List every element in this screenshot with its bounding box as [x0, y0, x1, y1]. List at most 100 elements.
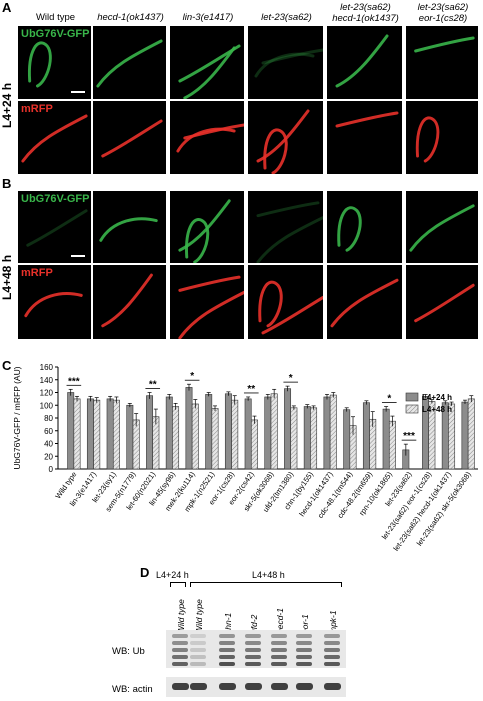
- row-a-side-label: L4+24 h: [0, 82, 14, 128]
- bar-48h: [388, 420, 396, 470]
- bar-24h: [67, 392, 75, 470]
- bar-24h: [343, 409, 351, 470]
- worm: [261, 48, 323, 65]
- micrograph-rfp-A-1: mRFP: [18, 101, 91, 174]
- ub-band: [296, 641, 312, 645]
- worm: [101, 273, 153, 328]
- micrograph-gfp-B-2: [93, 191, 166, 263]
- ub-band: [245, 648, 261, 652]
- legend-label-48h: L4+48 h: [422, 405, 452, 414]
- bar-24h: [264, 396, 272, 470]
- bar-24h: [165, 396, 173, 470]
- legend-label-24h: L4+24 h: [422, 393, 452, 402]
- worm: [335, 111, 399, 128]
- scale-bar: [71, 255, 85, 257]
- group-label-48h: L4+48 h: [252, 570, 285, 580]
- micrograph-gfp-A-2: [93, 26, 166, 99]
- bar-24h: [461, 401, 469, 470]
- bar-24h: [284, 388, 292, 470]
- ub-band: [324, 655, 340, 659]
- worm: [178, 275, 241, 292]
- bar-24h: [244, 398, 252, 470]
- micrograph-rfp-A-2: [93, 101, 166, 174]
- lane-label: Wild type: [194, 599, 204, 634]
- bar-48h: [310, 407, 318, 470]
- worm: [330, 278, 399, 328]
- column-header-2: hecd-1(ok1437): [97, 12, 164, 23]
- ub-band: [219, 662, 235, 666]
- worm: [99, 217, 158, 242]
- bar-48h: [250, 419, 258, 470]
- worm: [258, 280, 283, 328]
- y-tick-label: 120: [40, 389, 54, 398]
- worm: [337, 206, 362, 252]
- bar-48h: [132, 419, 140, 470]
- bar-24h: [86, 398, 94, 470]
- bar-48h: [172, 406, 180, 470]
- ub-band: [245, 662, 261, 666]
- significance-label: ***: [68, 376, 80, 387]
- y-axis-label: UbG76V-GFP / mRFP (AU): [12, 366, 22, 469]
- bar-24h: [185, 387, 193, 470]
- y-tick-label: 100: [40, 401, 54, 410]
- ub-band: [190, 634, 206, 638]
- worm: [261, 295, 323, 335]
- micrograph-rfp-A-4: [248, 101, 323, 174]
- panel-label-d: D: [140, 565, 150, 580]
- bar-24h: [106, 398, 114, 470]
- significance-label: ***: [403, 431, 415, 442]
- ub-band: [296, 655, 312, 659]
- ub-band: [172, 662, 188, 666]
- y-tick-label: 80: [44, 414, 53, 423]
- micrograph-gfp-A-1: UbG76V-GFP: [18, 26, 91, 99]
- legend-swatch-48h: [405, 404, 419, 414]
- bar-48h: [191, 403, 199, 470]
- bar-48h: [73, 398, 81, 470]
- y-tick-label: 0: [49, 465, 54, 474]
- micrograph-rfp-B-5: [327, 265, 402, 339]
- micrograph-gfp-B-4: [248, 191, 323, 263]
- bar-24h: [146, 395, 154, 470]
- micrograph-gfp-B-3: [170, 191, 244, 263]
- bar-48h: [211, 408, 219, 470]
- bar-48h: [152, 416, 160, 470]
- ub-band: [219, 655, 235, 659]
- y-tick-label: 40: [44, 440, 53, 449]
- column-header-6: let-23(sa62) eor-1(cs28): [417, 2, 469, 24]
- bar-48h: [231, 399, 239, 470]
- rfp-channel-label: mRFP: [21, 267, 53, 279]
- worm: [335, 34, 389, 88]
- ub-band: [245, 634, 261, 638]
- worm: [183, 46, 236, 99]
- scale-bar: [71, 91, 85, 93]
- micrograph-rfp-B-1: mRFP: [18, 265, 91, 339]
- bar-24h: [126, 404, 134, 470]
- significance-label: *: [387, 394, 391, 405]
- worm: [256, 216, 323, 263]
- ub-band: [219, 648, 235, 652]
- ub-band: [190, 641, 206, 645]
- worm: [176, 127, 236, 153]
- rfp-channel-label: mRFP: [21, 103, 53, 115]
- ub-band: [324, 634, 340, 638]
- ub-band: [271, 655, 287, 659]
- ub-blot: [166, 630, 346, 668]
- worm: [409, 204, 475, 252]
- worm: [101, 119, 163, 158]
- ub-band: [172, 634, 188, 638]
- actin-blot: [166, 677, 346, 697]
- bar-48h: [112, 399, 120, 470]
- ub-band: [296, 634, 312, 638]
- ub-band: [172, 641, 188, 645]
- bar-chart: 0 20 40 60 80 100 120 140 160 UbG76V-GFP / mRFP (…: [12, 363, 478, 553]
- bar-48h: [93, 399, 101, 470]
- y-tick-label: 20: [44, 452, 53, 461]
- bar-24h: [303, 406, 311, 470]
- micrograph-rfp-A-6: [406, 101, 478, 174]
- bracket-48h: [190, 582, 342, 587]
- significance-label: *: [190, 371, 194, 382]
- column-header-3: lin-3(e1417): [182, 12, 234, 23]
- worm: [185, 218, 210, 263]
- worm: [254, 52, 315, 78]
- ub-band: [245, 641, 261, 645]
